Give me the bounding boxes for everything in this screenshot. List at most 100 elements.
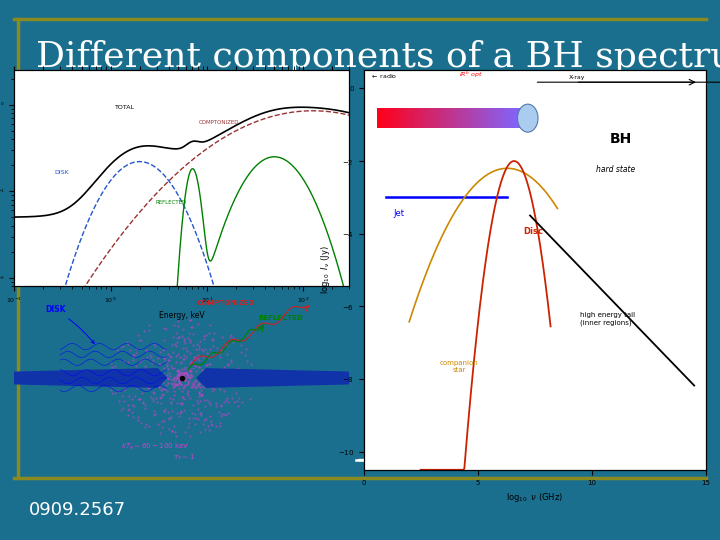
Point	[152, 354, 163, 362]
Point	[180, 381, 192, 389]
Point	[203, 380, 215, 388]
Point	[190, 383, 202, 392]
Point	[184, 338, 195, 347]
Point	[168, 387, 180, 396]
Point	[165, 379, 176, 387]
Point	[218, 397, 230, 406]
Point	[176, 374, 187, 383]
Point	[192, 320, 204, 328]
Point	[183, 329, 194, 338]
Point	[232, 397, 243, 406]
Point	[183, 387, 194, 396]
Point	[176, 376, 187, 384]
Point	[222, 360, 233, 369]
Point	[183, 376, 194, 385]
Point	[158, 335, 169, 344]
Bar	[436, 108, 439, 128]
Text: X-ray: X-ray	[569, 75, 585, 80]
Point	[135, 368, 146, 376]
Point	[172, 379, 184, 388]
Point	[181, 353, 192, 362]
Point	[156, 399, 167, 407]
Point	[178, 383, 189, 392]
Point	[216, 376, 228, 385]
Bar	[417, 108, 419, 128]
Point	[215, 418, 226, 427]
Point	[184, 316, 196, 325]
Bar	[390, 108, 392, 128]
Point	[214, 348, 225, 357]
Point	[201, 396, 212, 405]
Point	[114, 397, 125, 406]
Point	[126, 395, 138, 403]
Point	[192, 399, 204, 407]
Point	[203, 353, 215, 361]
Point	[180, 343, 192, 352]
Point	[166, 364, 178, 373]
Bar	[519, 108, 521, 128]
Point	[190, 367, 202, 375]
Bar	[460, 108, 462, 128]
Point	[161, 380, 172, 389]
Point	[203, 329, 215, 338]
Point	[140, 419, 152, 428]
Point	[183, 373, 194, 381]
X-axis label: $\log_{10}\ \nu\ (\mathrm{GHz})$: $\log_{10}\ \nu\ (\mathrm{GHz})$	[506, 491, 563, 504]
Point	[128, 402, 140, 411]
Point	[197, 380, 209, 389]
Point	[170, 379, 181, 388]
Point	[178, 337, 189, 346]
Point	[228, 334, 239, 342]
Point	[163, 356, 175, 364]
Point	[163, 414, 174, 422]
Point	[202, 371, 213, 380]
Point	[194, 392, 205, 400]
Bar	[446, 108, 448, 128]
Point	[197, 346, 209, 355]
Point	[164, 352, 176, 360]
Point	[154, 360, 166, 368]
Point	[174, 374, 185, 383]
Bar	[404, 108, 407, 128]
Bar	[471, 108, 473, 128]
Point	[179, 350, 190, 359]
Bar	[494, 108, 497, 128]
Point	[221, 393, 233, 402]
Point	[172, 367, 184, 375]
Text: 1104.0097: 1104.0097	[565, 402, 662, 420]
Point	[207, 342, 219, 351]
Bar	[478, 108, 480, 128]
Point	[192, 354, 204, 363]
Point	[145, 393, 157, 402]
Point	[175, 375, 186, 383]
Point	[171, 373, 182, 382]
Bar	[489, 108, 491, 128]
Point	[145, 353, 157, 361]
Point	[211, 343, 222, 352]
Point	[176, 369, 187, 377]
Point	[158, 324, 170, 333]
Point	[174, 379, 185, 387]
Point	[215, 368, 226, 377]
Point	[203, 378, 215, 387]
Point	[173, 322, 184, 330]
Point	[179, 369, 190, 378]
Point	[157, 389, 168, 398]
Text: Jet: Jet	[393, 208, 404, 218]
Bar	[395, 108, 397, 128]
Point	[153, 383, 165, 391]
Bar	[381, 108, 383, 128]
Point	[213, 380, 225, 388]
Point	[220, 365, 231, 374]
Point	[231, 336, 243, 345]
Point	[166, 375, 177, 384]
Point	[176, 375, 188, 383]
Point	[127, 351, 139, 360]
Point	[187, 330, 199, 339]
Point	[159, 353, 171, 361]
Point	[240, 367, 252, 376]
Point	[198, 332, 210, 340]
Point	[147, 394, 158, 403]
Point	[207, 387, 218, 396]
Text: high energy tail
(inner regions): high energy tail (inner regions)	[580, 313, 635, 326]
